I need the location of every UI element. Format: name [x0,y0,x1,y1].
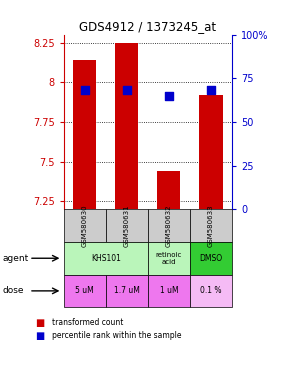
Title: GDS4912 / 1373245_at: GDS4912 / 1373245_at [79,20,216,33]
Bar [157,171,180,209]
Text: agent: agent [3,254,29,263]
Text: KHS101: KHS101 [91,254,121,263]
Text: GSM580633: GSM580633 [208,204,214,247]
Text: ■: ■ [35,318,44,328]
Text: transformed count: transformed count [52,318,124,327]
Bar [200,95,222,209]
Point [124,87,129,93]
Text: retinoic
acid: retinoic acid [156,252,182,265]
Point [209,87,213,93]
Point [82,87,87,93]
Bar [73,60,96,209]
Text: dose: dose [3,286,24,295]
Text: 1.7 uM: 1.7 uM [114,286,140,295]
Text: DMSO: DMSO [200,254,222,263]
Point [166,93,171,99]
Text: 1 uM: 1 uM [160,286,178,295]
Text: GSM580632: GSM580632 [166,204,172,247]
Bar [115,43,138,209]
Text: ■: ■ [35,331,44,341]
Text: 5 uM: 5 uM [75,286,94,295]
Text: GSM580630: GSM580630 [82,204,88,247]
Text: percentile rank within the sample: percentile rank within the sample [52,331,182,341]
Text: GSM580631: GSM580631 [124,204,130,247]
Text: 0.1 %: 0.1 % [200,286,222,295]
